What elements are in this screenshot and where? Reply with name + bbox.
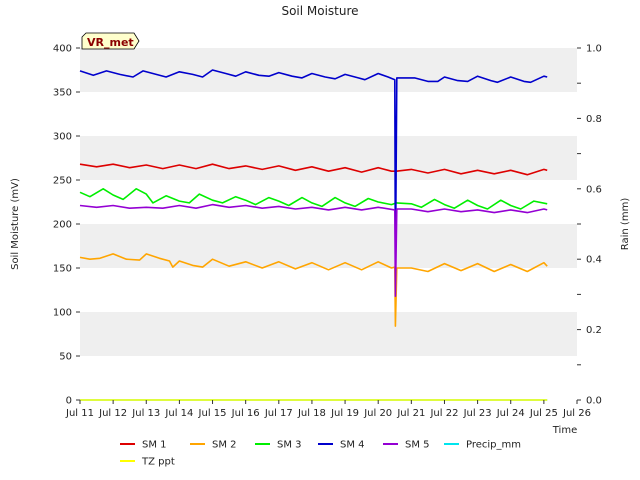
y-tick-label: 350 [53,88,72,99]
series-line-sm-4 [79,69,548,275]
y-tick-label: 200 [53,220,72,231]
grid-band [80,312,577,356]
y-tick-label: 100 [53,308,72,319]
y-tick-label: 300 [53,132,72,143]
x-tick-label: Jul 23 [463,408,492,419]
y2-tick-label: 1.0 [586,44,602,55]
legend: SM 1 SM 2 SM 3 SM 4 SM 5 Precip_mm TZ ppt [120,440,521,468]
legend-label-sm-4: SM 4 [340,440,365,451]
y2-tick-label: 0.2 [586,325,602,336]
grid-band [80,268,577,312]
x-axis: Jul 11 Jul 12 Jul 13 Jul 14 Jul 15 Jul 16 Jul … [65,400,591,419]
badge-shape [81,32,140,50]
badge-label: VR_met [87,36,134,49]
x-tick-label: Jul 24 [496,408,525,419]
grid-bands [80,48,577,400]
x-tick-label: Jul 20 [363,408,392,419]
series-line-sm-2 [79,253,548,327]
y-axis-right: 0.0 0.2 0.4 0.6 0.8 1.0 [577,44,602,407]
x-tick-label: Jul 22 [429,408,458,419]
x-axis-label: Time [552,425,577,436]
y-tick-label: 0 [66,396,72,407]
y2-tick-label: 0.4 [586,255,602,266]
legend-label-sm-5: SM 5 [405,440,430,451]
site-badge: VR_met [81,32,140,50]
series-line-sm-3 [79,188,548,210]
chart-title: Soil Moisture [281,4,358,18]
y2-tick-label: 0.0 [586,396,602,407]
y2-tick-label: 0.6 [586,184,602,195]
x-tick-label: Jul 11 [65,408,94,419]
grid-band [80,48,577,92]
x-tick-label: Jul 13 [131,408,160,419]
y-tick-label: 150 [53,264,72,275]
grid-band [80,92,577,136]
legend-label-sm-2: SM 2 [212,440,237,451]
y-tick-label: 50 [59,352,72,363]
series-line-sm-5 [79,203,548,298]
x-tick-label: Jul 21 [396,408,425,419]
x-tick-label: Jul 12 [98,408,127,419]
series-layer [79,69,548,401]
series-line-sm-1 [79,163,548,176]
grid-band [80,224,577,268]
legend-label-sm-3: SM 3 [277,440,302,451]
y-axis-label: Soil Moisture (mV) [10,178,21,270]
x-tick-label: Jul 17 [264,408,293,419]
y-tick-label: 400 [53,44,72,55]
y2-axis-label: Rain (mm) [620,198,631,251]
x-tick-label: Jul 16 [231,408,260,419]
legend-label-sm-1: SM 1 [142,440,167,451]
x-tick-label: Jul 25 [529,408,558,419]
legend-label-tz-ppt: TZ ppt [141,457,175,468]
legend-label-precip-mm: Precip_mm [466,440,521,451]
x-tick-label: Jul 18 [297,408,326,419]
y-tick-label: 250 [53,176,72,187]
grid-band [80,356,577,400]
y2-tick-label: 0.8 [586,114,602,125]
x-tick-label: Jul 26 [562,408,591,419]
y-axis-left: 0 50 100 150 200 250 300 350 400 [53,44,80,407]
x-tick-label: Jul 15 [198,408,227,419]
x-tick-label: Jul 14 [164,408,193,419]
grid-band [80,136,577,180]
x-tick-label: Jul 19 [330,408,359,419]
